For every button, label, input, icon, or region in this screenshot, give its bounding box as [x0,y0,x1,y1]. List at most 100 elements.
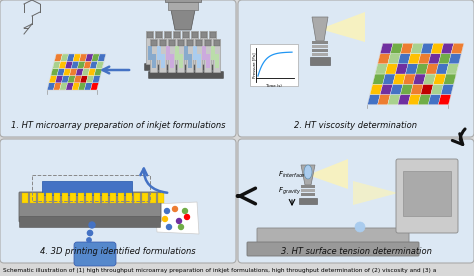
Polygon shape [84,83,92,90]
Polygon shape [301,165,315,185]
Polygon shape [431,43,444,54]
Polygon shape [73,54,81,61]
Bar [312,53,328,56]
Polygon shape [85,54,93,61]
Polygon shape [408,54,421,64]
Polygon shape [373,74,385,84]
Polygon shape [380,43,393,54]
Bar [165,0,201,2]
Polygon shape [395,64,408,74]
Text: Schematic illustration of (1) high throughput microarray preparation of inkjet f: Schematic illustration of (1) high throu… [3,268,437,273]
FancyBboxPatch shape [200,31,208,65]
Polygon shape [436,64,448,74]
FancyBboxPatch shape [19,192,161,222]
Bar [70,193,76,203]
Polygon shape [66,83,74,90]
Polygon shape [408,94,420,105]
Text: 3. HT surface tension determination: 3. HT surface tension determination [281,247,431,256]
Bar [38,193,44,203]
Bar [299,198,317,204]
Polygon shape [69,68,77,76]
Polygon shape [441,43,454,54]
Polygon shape [398,54,410,64]
Polygon shape [77,61,85,68]
Polygon shape [75,68,83,76]
Polygon shape [308,159,348,189]
FancyBboxPatch shape [247,242,419,256]
Polygon shape [47,54,106,90]
Circle shape [176,219,182,224]
Polygon shape [49,76,57,83]
Bar [102,193,108,203]
Polygon shape [79,54,87,61]
Polygon shape [448,54,461,64]
Polygon shape [90,61,98,68]
Bar [175,46,179,60]
Bar [403,171,451,216]
Polygon shape [418,94,431,105]
Polygon shape [426,64,438,74]
Polygon shape [94,68,102,76]
Polygon shape [438,54,451,64]
FancyBboxPatch shape [182,31,190,65]
FancyBboxPatch shape [209,31,217,65]
Polygon shape [55,54,63,61]
Bar [22,193,28,203]
Bar [118,193,124,203]
Circle shape [355,222,365,232]
Polygon shape [86,76,94,83]
Polygon shape [155,202,199,234]
Polygon shape [312,17,328,41]
Polygon shape [385,64,398,74]
Polygon shape [74,76,82,83]
FancyArrowPatch shape [102,67,129,73]
Bar [215,54,219,68]
Polygon shape [433,74,446,84]
Circle shape [166,224,172,230]
Polygon shape [82,68,90,76]
FancyArrowPatch shape [238,188,255,204]
Text: $F_{gravity}$: $F_{gravity}$ [278,186,301,197]
Polygon shape [61,54,69,61]
Polygon shape [54,83,62,90]
Polygon shape [92,76,100,83]
Text: 1. HT microarray preparation of inkjet formulations: 1. HT microarray preparation of inkjet f… [11,121,225,130]
FancyBboxPatch shape [238,139,474,263]
Polygon shape [451,43,464,54]
Bar [62,193,68,203]
Polygon shape [304,165,312,179]
Bar [310,57,330,65]
Bar [148,46,152,60]
FancyBboxPatch shape [257,228,409,248]
Polygon shape [367,94,380,105]
FancyBboxPatch shape [213,39,221,73]
Circle shape [163,216,167,222]
Polygon shape [80,76,88,83]
Bar [158,193,164,203]
Bar [184,46,188,60]
FancyBboxPatch shape [191,31,199,65]
Bar [156,32,162,38]
Polygon shape [423,74,436,84]
Polygon shape [59,61,67,68]
Polygon shape [91,54,100,61]
Bar [150,193,156,203]
Polygon shape [367,43,464,105]
Text: Time (s): Time (s) [266,84,282,88]
FancyBboxPatch shape [19,216,161,227]
Polygon shape [403,74,416,84]
Bar [201,32,207,38]
Text: 4. 3D printing identified formulations: 4. 3D printing identified formulations [40,247,196,256]
FancyBboxPatch shape [159,39,167,73]
Bar [147,32,153,38]
Bar [134,193,140,203]
Text: Pressure [Pa]: Pressure [Pa] [252,52,256,78]
FancyBboxPatch shape [155,31,163,65]
Polygon shape [71,61,79,68]
Polygon shape [418,54,431,64]
Polygon shape [428,94,441,105]
Polygon shape [171,10,195,30]
Polygon shape [401,84,413,94]
Bar [250,44,298,86]
Polygon shape [53,61,61,68]
